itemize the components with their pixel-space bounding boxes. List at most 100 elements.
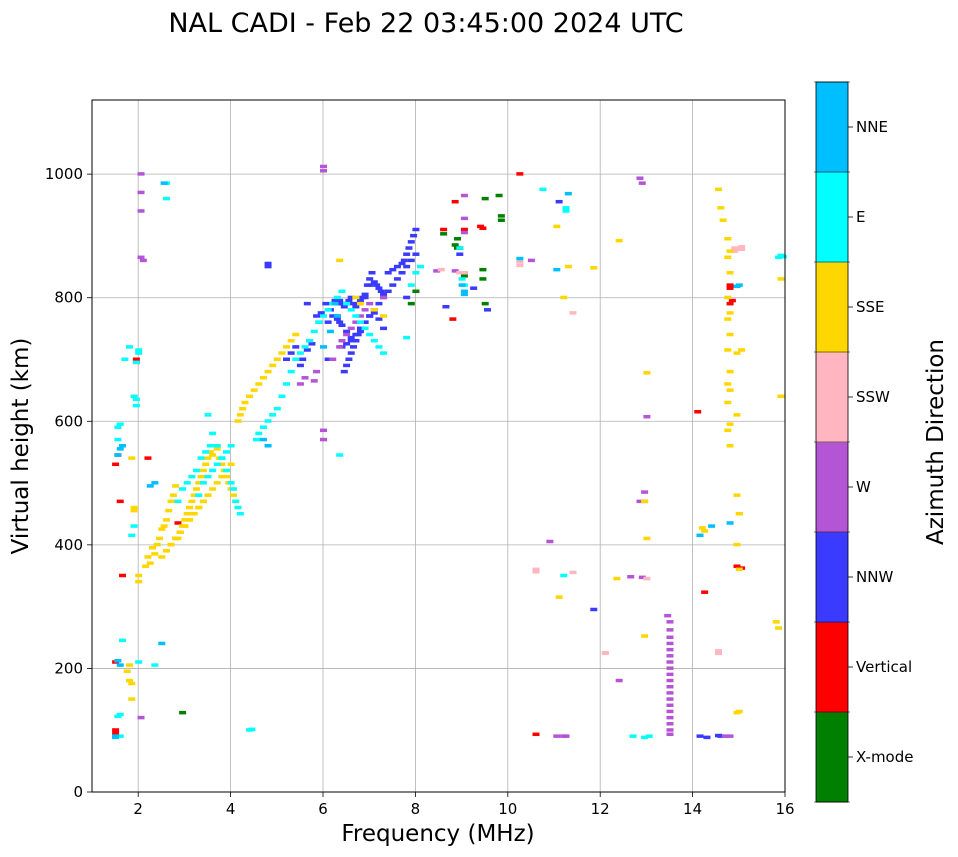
echo-nne-mark: [726, 521, 734, 525]
echo-vertical-mark: [701, 590, 709, 594]
echo-nnw-mark: [336, 320, 344, 324]
echo-x-mode-mark: [453, 237, 461, 241]
echo-w-mark: [137, 209, 145, 213]
echo-w-mark: [320, 428, 327, 433]
echo-sse-mark: [218, 462, 226, 467]
colorbar-label-ssw: SSW: [856, 388, 890, 406]
echo-vertical-mark: [733, 564, 741, 568]
colorbar: X-mode Vertical NNW W SSW SSE E NNE: [814, 81, 913, 803]
echo-e-mark: [417, 264, 425, 269]
echo-e-mark: [116, 734, 124, 738]
colorbar-segment-sse: [816, 262, 848, 353]
echo-x-mode-mark: [451, 243, 459, 247]
echo-nnw-mark: [343, 329, 351, 334]
echo-nne-mark: [696, 533, 704, 538]
echo-vertical-mark: [116, 499, 124, 504]
echo-nnw-mark: [343, 342, 351, 346]
echo-w-mark: [726, 734, 734, 738]
echo-e-mark: [315, 320, 323, 324]
echo-sse-mark: [724, 400, 732, 405]
echo-w-mark: [546, 539, 554, 544]
echo-sse-mark: [269, 363, 277, 368]
echo-w-mark: [664, 613, 672, 618]
echo-nnw-mark: [322, 301, 330, 306]
echo-vertical-mark: [144, 456, 152, 460]
echo-sse-mark: [356, 301, 364, 306]
echo-sse-mark: [155, 536, 163, 541]
echo-sse-mark: [160, 524, 168, 528]
echo-w-mark: [343, 332, 351, 337]
echo-nnw-mark: [347, 295, 355, 300]
echo-x-mode-mark: [497, 214, 505, 218]
x-tick-label: 6: [318, 800, 328, 818]
echo-nnw-mark: [412, 252, 420, 256]
echo-w-mark: [301, 376, 309, 380]
echo-e-mark: [641, 735, 649, 740]
echo-e-mark: [306, 338, 314, 343]
echo-nnw-mark: [393, 277, 401, 281]
echo-sse-mark: [195, 505, 203, 510]
echo-e-mark: [562, 206, 570, 210]
echo-w-mark: [310, 379, 318, 383]
echo-nnw-mark: [375, 286, 383, 290]
echo-sse-mark: [701, 529, 709, 533]
echo-sse-mark: [336, 258, 344, 263]
echo-nnw-mark: [356, 298, 364, 303]
echo-sse-mark: [590, 266, 598, 270]
echo-nnw-mark: [299, 357, 307, 361]
echo-sse-mark: [165, 508, 173, 513]
echo-w-mark: [553, 734, 561, 738]
echo-nnw-mark: [370, 280, 378, 284]
plot-background: [92, 100, 785, 792]
echo-e-mark: [114, 714, 122, 719]
colorbar-label-x-mode: X-mode: [856, 748, 913, 766]
echo-e-mark: [197, 456, 205, 460]
echo-nne-mark: [516, 256, 524, 261]
chart-title: NAL CADI - Feb 22 03:45:00 2024 UTC: [168, 8, 683, 39]
echo-nnw-mark: [696, 734, 704, 738]
echo-e-mark: [229, 487, 237, 491]
echo-x-mode-mark: [481, 301, 489, 306]
echo-e-mark: [130, 524, 138, 528]
echo-e-mark: [310, 329, 318, 334]
echo-x-mode-mark: [479, 267, 487, 272]
echo-e-mark: [347, 308, 355, 312]
echo-e-mark: [188, 474, 196, 479]
echo-e-mark: [132, 403, 140, 408]
echo-w-mark: [636, 499, 644, 504]
echo-w-mark: [347, 326, 355, 331]
echo-sse-mark: [181, 524, 189, 528]
echo-e-mark: [151, 663, 159, 667]
echo-sse-mark: [726, 422, 734, 426]
echo-nnw-mark: [361, 320, 369, 324]
echo-nnw-mark: [264, 261, 272, 266]
echo-sse-mark: [380, 314, 388, 318]
echo-ssw-mark: [569, 311, 577, 315]
echo-nnw-mark: [384, 289, 392, 294]
echo-nnw-mark: [340, 304, 348, 309]
echo-sse-mark: [735, 567, 743, 572]
echo-vertical-mark: [694, 410, 702, 414]
echo-sse-mark: [176, 530, 184, 534]
echo-ssw-mark: [532, 570, 540, 574]
echo-e-mark: [560, 573, 568, 578]
echo-sse-mark: [144, 555, 152, 559]
echo-nne-mark: [259, 437, 267, 442]
colorbar-segment-x-mode: [816, 712, 848, 803]
echo-sse-mark: [229, 493, 237, 497]
echo-x-mode-mark: [497, 218, 505, 222]
echo-sse-mark: [130, 505, 138, 510]
echo-nne-mark: [146, 484, 154, 488]
echo-w-mark: [636, 176, 644, 180]
plot-frame: [91, 99, 786, 793]
echo-nnw-mark: [356, 329, 364, 334]
echo-vertical-mark: [451, 199, 459, 204]
echo-w-mark: [139, 258, 147, 263]
echo-w-mark: [721, 734, 729, 738]
echo-nne-mark: [331, 301, 339, 306]
echo-nne-mark: [460, 289, 468, 294]
echo-e-mark: [292, 357, 300, 361]
echo-nnw-mark: [313, 314, 321, 318]
echo-e-mark: [356, 320, 364, 324]
